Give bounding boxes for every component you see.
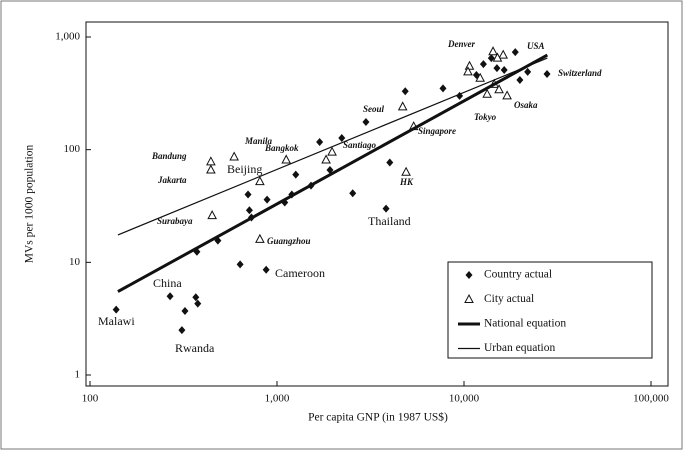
annotation: Thailand [368,214,411,228]
country-point [349,189,357,198]
country-point [181,306,189,315]
annotation: Santiago [343,140,377,150]
city-point [397,101,408,111]
city-point [321,154,331,164]
city-point [206,164,216,174]
country-point [194,299,202,308]
annotation: Tokyo [474,112,497,122]
country-point [500,65,508,74]
annotation: Osaka [514,100,538,110]
city-point [229,151,239,161]
country-point [487,54,495,63]
x-axis-label: Per capita GNP (in 1987 US$) [308,411,448,424]
city-point [206,156,216,166]
fit-line [117,53,549,293]
legend-label: Urban equation [484,342,555,354]
y-tick-label: 10 [69,256,81,268]
country-point [543,69,551,78]
legend-label: National equation [484,318,566,330]
y-tick-label: 1,000 [55,31,80,43]
city-point [475,72,485,82]
annotation: USA [527,41,545,51]
annotation: Beijing [227,162,262,176]
legend-marker [465,271,473,279]
country-point [401,87,409,96]
annotation: China [153,276,182,290]
annotation: Cameroon [275,266,325,280]
fit-line [117,57,548,236]
annotation: Switzerland [558,68,602,78]
annotation: Singapore [418,126,456,136]
country-point [292,170,300,179]
country-point [316,137,324,146]
city-point [401,166,411,176]
country-point [236,260,244,269]
country-point [244,190,252,199]
city-point [255,176,265,186]
country-point [178,326,186,335]
city-point [494,84,504,94]
x-tick-label: 10,000 [449,393,480,405]
plot-frame [85,21,669,387]
country-point [245,206,253,215]
x-tick-label: 100 [82,393,99,405]
annotation: HK [399,177,414,187]
country-point [386,158,394,167]
country-point [362,118,370,127]
country-point [382,204,390,213]
annotation: Bangkok [264,143,299,153]
city-point [255,233,265,243]
city-point [281,154,292,164]
country-point [439,84,447,93]
x-tick-label: 1,000 [265,393,290,405]
city-point [502,90,512,100]
country-point [112,305,120,314]
country-point [166,292,174,301]
annotation: Malawi [98,314,135,328]
city-point [492,52,503,62]
country-point [262,265,270,274]
country-point [192,293,200,302]
country-point [326,165,334,174]
annotation: Surabaya [157,216,193,226]
annotation: Rwanda [175,341,215,355]
country-point [524,67,532,76]
city-point [488,46,498,56]
annotation: Denver [447,39,475,49]
city-point [327,146,337,156]
city-point [464,60,475,70]
annotation: Guangzhou [267,236,311,246]
country-point [338,133,346,142]
city-point [463,66,473,76]
annotation: Manila [244,136,273,146]
country-point [516,76,524,85]
y-tick-label: 100 [64,143,81,155]
y-axis-label: MVs per 1000 population [24,145,36,264]
country-point [493,64,501,73]
x-tick-label: 100,000 [633,393,669,405]
legend-label: City actual [484,293,534,305]
y-tick-label: 1 [75,369,81,381]
country-point [263,195,271,204]
country-point [479,60,487,69]
country-point [511,48,519,57]
city-point [482,88,492,98]
legend-label: Country actual [484,269,552,281]
legend-box [447,261,653,359]
annotation: Seoul [363,104,385,114]
city-point [207,210,217,220]
city-point [498,49,509,59]
annotation: Jakarta [157,175,187,185]
annotation: Bandung [151,151,187,161]
legend-marker [464,293,474,303]
